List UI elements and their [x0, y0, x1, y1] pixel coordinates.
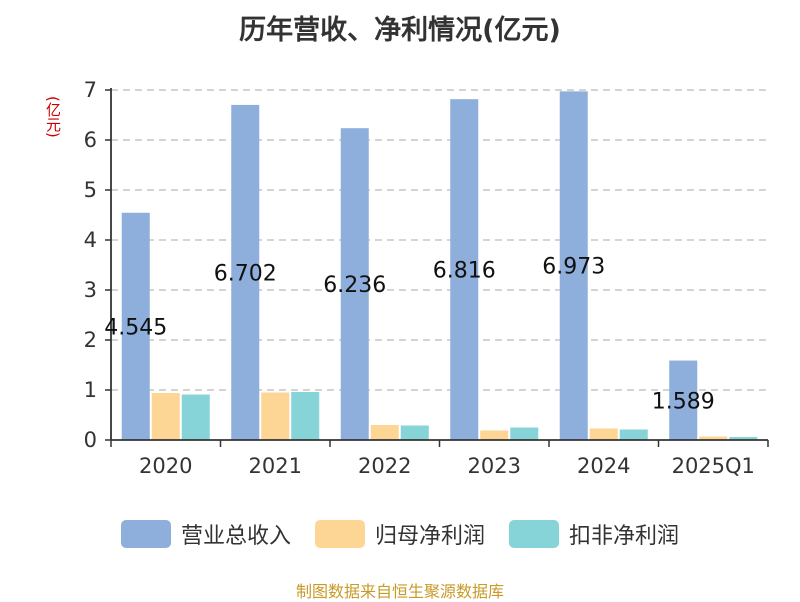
bars: [121, 91, 758, 441]
bar-series-0-0[interactable]: [121, 212, 150, 440]
data-label-1: 6.702: [214, 261, 277, 286]
bar-series-2-3[interactable]: [510, 427, 539, 441]
x-tick-label-3: 2023: [468, 454, 521, 478]
data-label-2: 6.236: [323, 273, 386, 298]
x-tick-label-1: 2021: [249, 454, 302, 478]
legend-label-net-profit: 归母净利润: [374, 524, 485, 549]
bar-series-0-5[interactable]: [669, 360, 698, 440]
bar-series-1-3[interactable]: [480, 430, 509, 441]
y-tick-label-3: 3: [84, 278, 97, 302]
bar-series-1-1[interactable]: [261, 392, 290, 441]
data-source: 制图数据来自恒生聚源数据库: [295, 582, 504, 601]
bar-series-1-5[interactable]: [699, 436, 728, 441]
legend-label-revenue: 营业总收入: [180, 524, 291, 549]
bar-series-0-4[interactable]: [559, 91, 588, 440]
x-tick-label-4: 2024: [577, 454, 630, 478]
x-tick-label-5: 2025Q1: [672, 454, 755, 478]
bar-chart: 0 1 2 3 4 5 6 7 2020 2021 2022 2023 2024 2025Q1 4.545…: [84, 78, 769, 478]
data-label-3: 6.816: [433, 259, 496, 284]
bar-series-2-2[interactable]: [400, 425, 429, 441]
data-label-4: 6.973: [542, 255, 605, 280]
y-tick-label-5: 5: [84, 178, 97, 202]
bar-series-2-4[interactable]: [619, 429, 648, 441]
y-tick-label-6: 6: [84, 128, 97, 152]
legend: 营业总收入 归母净利润 扣非净利润: [0, 518, 800, 550]
legend-label-deducted-profit: 扣非净利润: [569, 524, 680, 549]
chart-title: 历年营收、净利情况(亿元): [239, 15, 561, 46]
bar-series-0-1[interactable]: [231, 104, 260, 441]
y-tick-label-2: 2: [84, 328, 97, 352]
data-labels: 4.545 6.702 6.236 6.816 6.973 1.589: [104, 255, 714, 415]
x-tick-label-2: 2022: [358, 454, 411, 478]
legend-item-net-profit[interactable]: 归母净利润: [314, 518, 485, 550]
axes: 0 1 2 3 4 5 6 7 2020 2021 2022 2023 2024 2025Q1: [84, 78, 769, 478]
y-tick-label-7: 7: [84, 78, 97, 102]
y-tick-label-4: 4: [84, 228, 97, 252]
y-axis-unit: (亿元): [44, 96, 62, 138]
bar-series-1-2[interactable]: [370, 425, 399, 440]
bar-series-2-5[interactable]: [729, 437, 758, 440]
legend-swatch-deducted-profit: [509, 520, 559, 548]
data-label-5: 1.589: [652, 389, 715, 414]
data-label-0: 4.545: [104, 315, 167, 340]
legend-swatch-revenue: [120, 520, 171, 548]
grid-lines: [111, 89, 768, 391]
legend-item-deducted-profit[interactable]: 扣非净利润: [509, 518, 679, 550]
bar-series-0-3[interactable]: [450, 99, 479, 440]
y-tick-label-1: 1: [84, 378, 97, 402]
bar-series-1-0[interactable]: [151, 393, 180, 440]
bar-series-0-2[interactable]: [340, 128, 369, 440]
legend-item-revenue[interactable]: 营业总收入: [120, 518, 291, 550]
bar-series-1-4[interactable]: [589, 428, 618, 441]
x-tick-label-0: 2020: [139, 454, 192, 478]
bar-series-2-1[interactable]: [291, 392, 320, 440]
bar-series-2-0[interactable]: [181, 394, 210, 441]
legend-swatch-net-profit: [314, 520, 365, 548]
y-tick-label-0: 0: [84, 428, 97, 452]
